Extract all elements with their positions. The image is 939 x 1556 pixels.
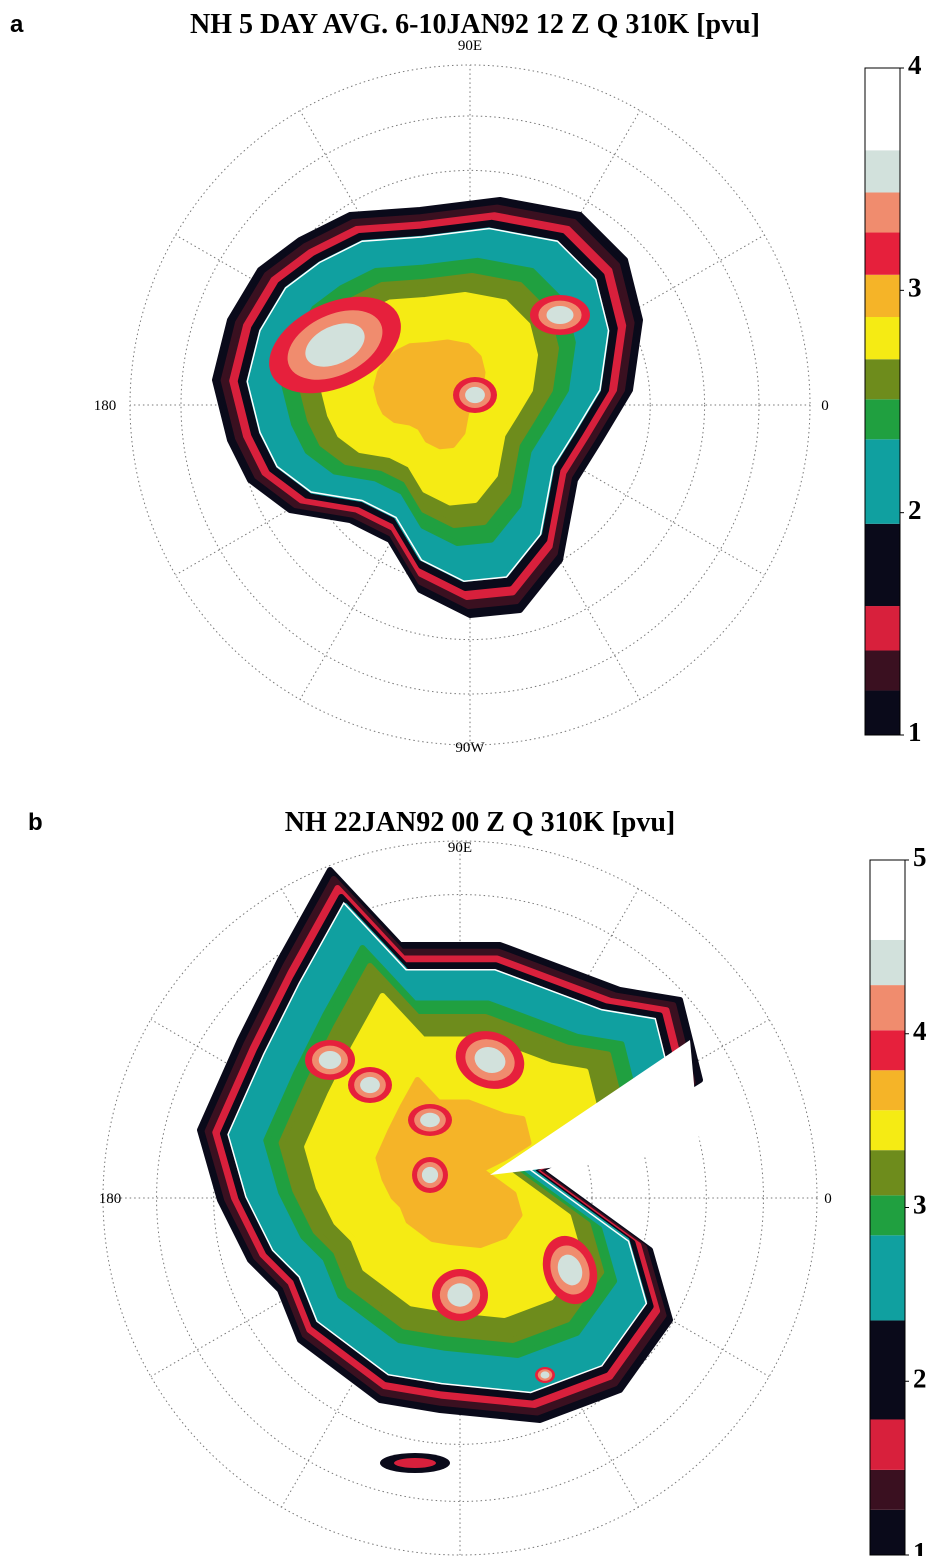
lon-label: 90E <box>458 38 482 54</box>
colorbar-band <box>865 232 900 275</box>
colorbar-band <box>865 439 900 524</box>
colorbar-band <box>865 274 900 318</box>
colorbar-tick-label: 4 <box>908 50 922 80</box>
pv-maximum <box>447 1283 473 1307</box>
colorbar-band <box>870 1235 905 1321</box>
colorbar-band <box>865 650 900 691</box>
colorbar-band <box>870 1110 905 1151</box>
lon-label: 90W <box>455 740 485 756</box>
panel-title: NH 5 DAY AVG. 6-10JAN92 12 Z Q 310K [pvu… <box>190 9 760 40</box>
latitude-circle <box>289 224 651 586</box>
meridian <box>150 1231 402 1377</box>
colorbar-band <box>870 1509 905 1555</box>
latitude-circle <box>156 894 764 1502</box>
pv-maximum <box>318 1051 342 1069</box>
colorbar-band <box>870 1320 905 1420</box>
pv-maximum <box>305 323 365 367</box>
colorbar-tick-label: 3 <box>913 1190 927 1220</box>
colorbar-band <box>870 1195 905 1236</box>
pv-maximum <box>420 1112 440 1128</box>
pv-field <box>394 1458 436 1468</box>
colorbar-band <box>865 606 900 651</box>
lon-label: 90E <box>448 840 472 856</box>
colorbar-tick-label: 1 <box>908 717 922 747</box>
colorbar-band <box>870 1419 905 1470</box>
colorbar-band <box>865 68 900 151</box>
colorbar-band <box>865 523 900 607</box>
panel-label: b <box>28 809 43 836</box>
colorbar-band <box>865 399 900 440</box>
panel-title: NH 22JAN92 00 Z Q 310K [pvu] <box>285 807 675 838</box>
pv-maximum <box>474 1046 506 1074</box>
colorbar-tick-label: 3 <box>908 273 922 303</box>
latitude-circle <box>213 951 707 1445</box>
colorbar-tick-label: 2 <box>913 1363 927 1393</box>
colorbar-tick-label: 1 <box>913 1537 927 1556</box>
latitude-circle <box>234 169 706 641</box>
colorbar-band <box>865 359 900 400</box>
pv-field <box>373 339 486 450</box>
pv-maximum <box>546 306 574 324</box>
colorbar-band <box>870 939 905 986</box>
pv-gap <box>490 1040 700 1175</box>
lon-label: 180 <box>94 398 117 414</box>
pv-maximum <box>557 1254 583 1286</box>
latitude-circle <box>180 115 760 695</box>
colorbar-band <box>870 1150 905 1196</box>
colorbar-tick-label: 2 <box>908 495 922 525</box>
colorbar-band <box>870 1070 905 1111</box>
lon-label: 0 <box>824 1191 832 1207</box>
pv-contour <box>227 901 674 1394</box>
colorbar-band <box>870 1030 905 1071</box>
colorbar-band <box>870 985 905 1031</box>
colorbar-tick-label: 4 <box>913 1016 927 1046</box>
colorbar-band <box>870 860 905 940</box>
colorbar-frame <box>864 67 901 736</box>
pv-maximum <box>540 1371 550 1379</box>
pv-maximum <box>465 386 485 404</box>
colorbar-band <box>865 150 900 193</box>
colorbar-band <box>865 690 900 735</box>
lon-label: 180 <box>99 1191 122 1207</box>
pv-maximum <box>360 1076 380 1094</box>
lon-label: 0 <box>821 398 829 414</box>
pv-maximum <box>421 1166 439 1184</box>
pv-contour <box>246 227 610 583</box>
colorbar-band <box>870 1469 905 1510</box>
colorbar-band <box>865 317 900 360</box>
panel-label: a <box>10 11 24 38</box>
colorbar-tick-label: 5 <box>913 842 927 872</box>
colorbar-band <box>865 192 900 233</box>
